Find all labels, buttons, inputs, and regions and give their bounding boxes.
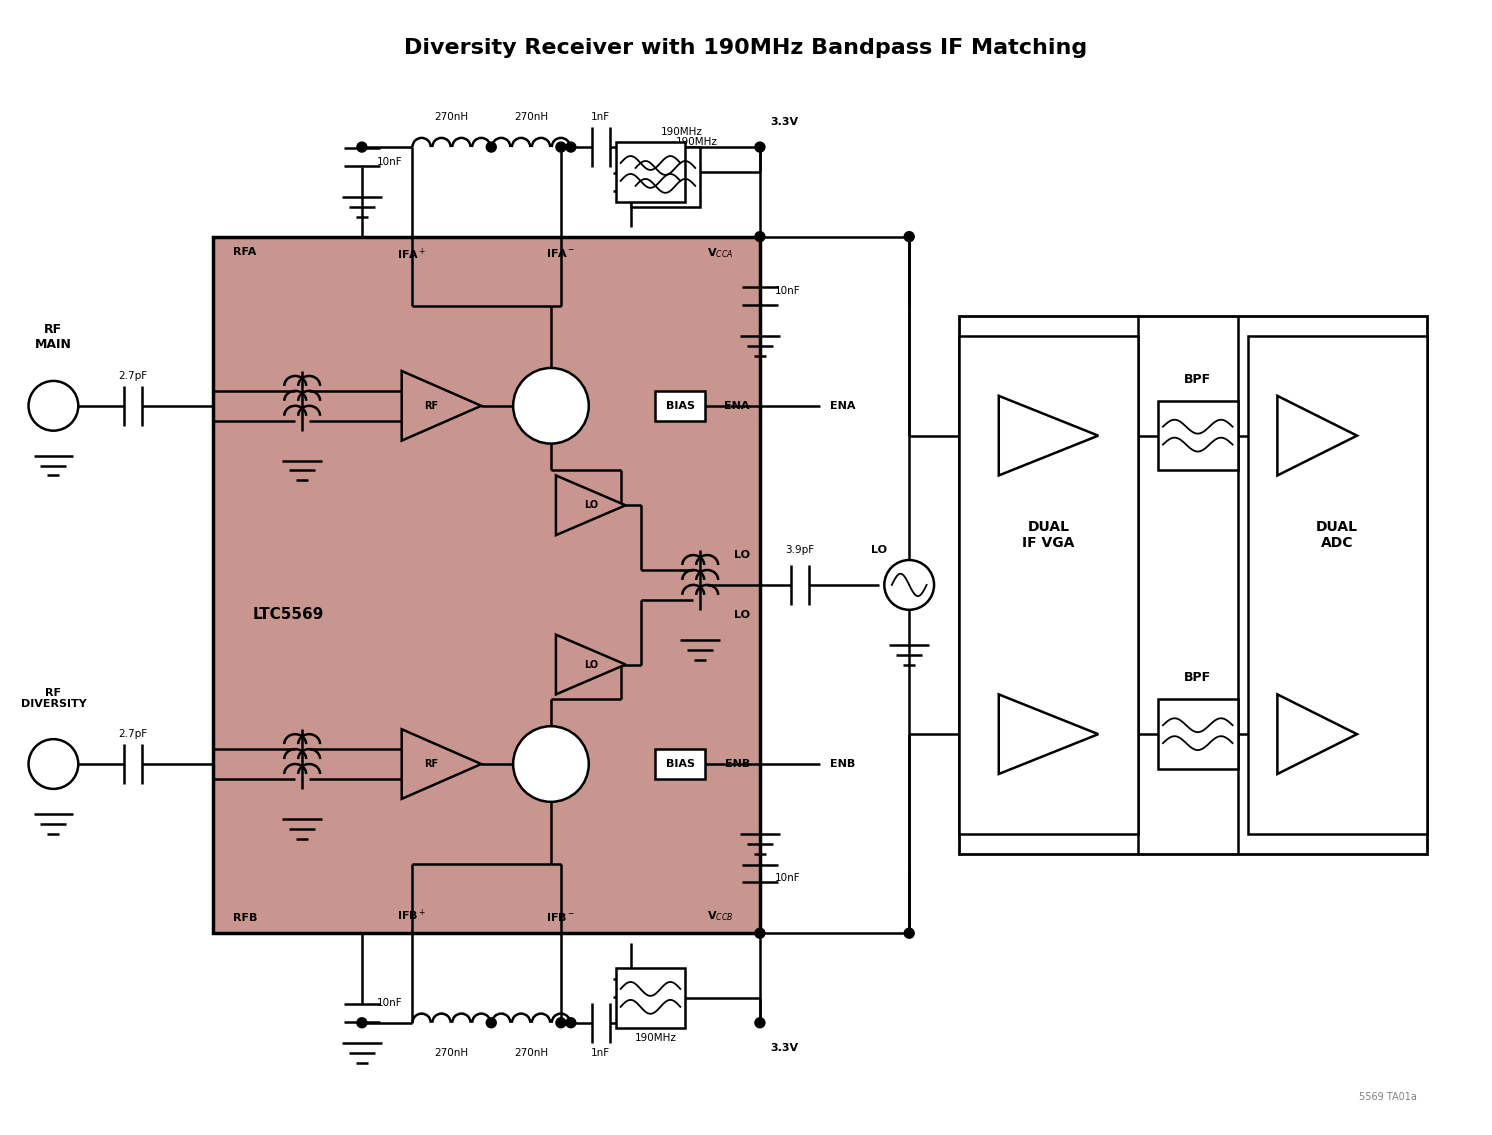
Text: RF
MAIN: RF MAIN — [34, 323, 72, 351]
Text: IFB$^-$: IFB$^-$ — [546, 911, 576, 923]
Text: ENA: ENA — [725, 401, 750, 411]
Text: 10nF: 10nF — [774, 286, 801, 296]
Text: 1nF: 1nF — [646, 983, 664, 993]
Circle shape — [486, 1018, 497, 1027]
Text: ENB: ENB — [830, 759, 855, 770]
Text: LO: LO — [583, 659, 598, 670]
Text: 5569 TA01a: 5569 TA01a — [1359, 1092, 1417, 1102]
Text: BIAS: BIAS — [665, 759, 695, 770]
Text: ENB: ENB — [725, 759, 750, 770]
Text: RF: RF — [425, 401, 439, 411]
Text: IFB$^+$: IFB$^+$ — [397, 908, 427, 923]
Text: BPF: BPF — [1185, 373, 1212, 386]
Text: LTC5569: LTC5569 — [252, 607, 324, 622]
Text: V$_{CCB}$: V$_{CCB}$ — [707, 909, 734, 923]
Text: DUAL
ADC: DUAL ADC — [1316, 520, 1358, 550]
Text: ENA: ENA — [830, 401, 855, 411]
Circle shape — [513, 726, 589, 801]
Text: DUAL
IF VGA: DUAL IF VGA — [1022, 520, 1074, 550]
Text: LO: LO — [734, 550, 750, 560]
Polygon shape — [557, 476, 625, 536]
Text: 2.7pF: 2.7pF — [118, 729, 148, 739]
Text: 1nF: 1nF — [591, 112, 610, 123]
Circle shape — [28, 381, 78, 430]
Text: V$_{CCA}$: V$_{CCA}$ — [707, 246, 733, 260]
Bar — [631, 148, 700, 207]
Polygon shape — [557, 634, 625, 695]
Circle shape — [755, 142, 765, 152]
Text: LO: LO — [583, 501, 598, 511]
Text: 270nH: 270nH — [515, 1048, 548, 1058]
Circle shape — [755, 1018, 765, 1027]
Circle shape — [755, 232, 765, 242]
Text: RFB: RFB — [233, 914, 257, 923]
Circle shape — [885, 560, 934, 609]
Bar — [616, 142, 685, 202]
Polygon shape — [1277, 695, 1358, 774]
Text: 270nH: 270nH — [434, 1048, 468, 1058]
Bar — [616, 968, 685, 1027]
Text: LO: LO — [734, 609, 750, 620]
Bar — [655, 390, 706, 421]
Circle shape — [357, 1018, 367, 1027]
Circle shape — [904, 928, 915, 939]
Text: 190MHz: 190MHz — [676, 137, 718, 148]
Circle shape — [28, 739, 78, 789]
Bar — [1158, 699, 1237, 770]
Circle shape — [904, 232, 915, 242]
Bar — [1158, 401, 1237, 471]
Text: RF
DIVERSITY: RF DIVERSITY — [21, 688, 87, 709]
Text: 190MHz: 190MHz — [634, 1033, 676, 1043]
Circle shape — [513, 368, 589, 444]
Text: BPF: BPF — [1185, 672, 1212, 684]
Bar — [213, 236, 759, 933]
Circle shape — [557, 1018, 565, 1027]
Text: 3.9pF: 3.9pF — [785, 545, 815, 555]
Text: 10nF: 10nF — [377, 998, 403, 1008]
Polygon shape — [401, 371, 482, 440]
Polygon shape — [998, 396, 1098, 476]
Text: IFA$^+$: IFA$^+$ — [397, 246, 427, 262]
Circle shape — [486, 142, 497, 152]
Text: 10nF: 10nF — [774, 874, 801, 883]
Text: 1nF: 1nF — [646, 177, 664, 187]
Text: 270nH: 270nH — [515, 112, 548, 123]
Bar — [959, 336, 1138, 834]
Text: RFA: RFA — [233, 246, 257, 257]
Text: 2.7pF: 2.7pF — [118, 371, 148, 381]
Text: LO: LO — [871, 545, 888, 555]
Text: 10nF: 10nF — [377, 157, 403, 167]
Circle shape — [565, 1018, 576, 1027]
Text: Diversity Receiver with 190MHz Bandpass IF Matching: Diversity Receiver with 190MHz Bandpass … — [404, 37, 1088, 58]
Text: RF: RF — [425, 759, 439, 770]
Circle shape — [565, 142, 576, 152]
Polygon shape — [1277, 396, 1358, 476]
Text: 3.3V: 3.3V — [770, 117, 798, 127]
Bar — [1247, 336, 1426, 834]
Bar — [655, 749, 706, 779]
Circle shape — [357, 142, 367, 152]
Text: 270nH: 270nH — [434, 112, 468, 123]
Text: BIAS: BIAS — [665, 401, 695, 411]
Text: 190MHz: 190MHz — [661, 127, 703, 137]
Circle shape — [755, 928, 765, 939]
Bar — [959, 317, 1426, 854]
Text: 3.3V: 3.3V — [770, 1043, 798, 1052]
Polygon shape — [998, 695, 1098, 774]
Text: IFA$^-$: IFA$^-$ — [546, 246, 576, 259]
Circle shape — [557, 142, 565, 152]
Polygon shape — [401, 729, 482, 799]
Text: 1nF: 1nF — [591, 1048, 610, 1058]
